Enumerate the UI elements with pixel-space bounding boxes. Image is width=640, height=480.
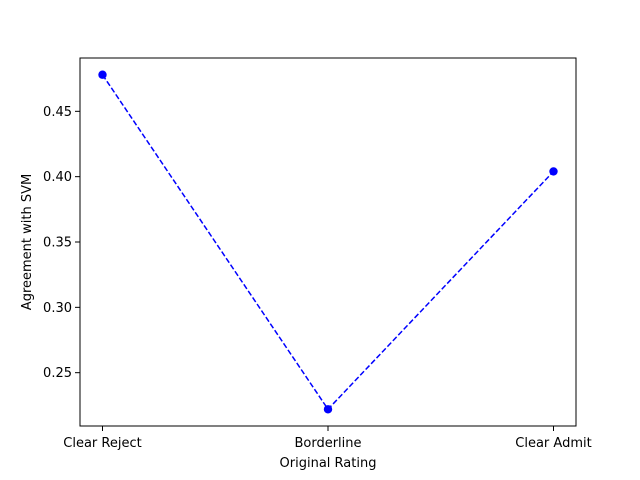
y-axis-label: Agreement with SVM bbox=[20, 174, 35, 310]
y-tick-label: 0.35 bbox=[43, 236, 72, 251]
y-tick-label: 0.40 bbox=[43, 170, 72, 185]
plot-area bbox=[79, 57, 577, 427]
series-line bbox=[101, 74, 555, 411]
y-axis-ticks: 0.25 0.30 0.35 0.40 0.45 bbox=[43, 105, 80, 381]
x-tick-label: Borderline bbox=[294, 436, 361, 451]
series-layer bbox=[98, 70, 558, 414]
x-axis-label: Original Rating bbox=[280, 456, 377, 471]
x-axis-ticks: Clear Reject Borderline Clear Admit bbox=[63, 426, 592, 451]
y-tick-label: 0.25 bbox=[43, 366, 72, 381]
plot-frame bbox=[79, 57, 577, 427]
x-tick-label: Clear Reject bbox=[63, 436, 141, 451]
data-point bbox=[98, 70, 107, 79]
y-tick-label: 0.45 bbox=[43, 105, 72, 120]
data-point bbox=[549, 167, 558, 176]
x-tick-label: Clear Admit bbox=[515, 436, 591, 451]
y-tick-label: 0.30 bbox=[43, 301, 72, 316]
data-point bbox=[323, 405, 333, 414]
